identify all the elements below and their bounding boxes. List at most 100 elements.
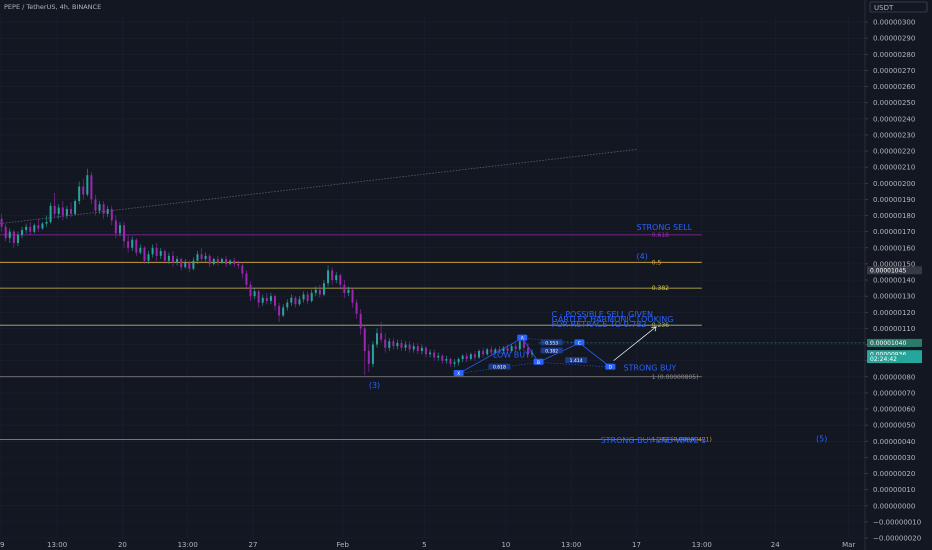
candle-body-49 xyxy=(200,254,203,260)
candle-body-92 xyxy=(376,333,379,345)
price-axis[interactable]: 0.00000300 0.00000290 0.00000280 0.00000270… xyxy=(865,19,921,543)
y-tick-label-24: 0.00000060 xyxy=(873,406,915,414)
candle-body-9 xyxy=(37,225,40,229)
annotation-0: STRONG SELL xyxy=(637,223,693,232)
candle-body-69 xyxy=(282,307,285,316)
candle-body-128 xyxy=(522,341,525,348)
currency-button[interactable]: USDT xyxy=(869,1,928,13)
x-tick-label-10: 13:00 xyxy=(692,541,712,549)
candle-body-119 xyxy=(486,349,489,355)
fib-retracement[interactable]: 0.618 0.5 0.382 0.236 1 (0.00000805) 1.272 (0… xyxy=(0,232,712,444)
candle-body-2 xyxy=(8,231,11,239)
candle-body-16 xyxy=(65,209,68,216)
y-tick-label-30: 0.00000000 xyxy=(873,502,915,510)
candle-body-87 xyxy=(355,302,358,314)
x-tick-label-2: 20 xyxy=(118,541,127,549)
candle-body-112 xyxy=(457,359,460,363)
candle-body-8 xyxy=(33,225,36,232)
candle-body-38 xyxy=(155,247,158,256)
candle-body-124 xyxy=(506,347,509,351)
candle-body-10 xyxy=(41,223,44,229)
harmonic-point-label-d: D xyxy=(609,365,613,371)
candle-body-35 xyxy=(143,247,146,261)
harmonic-point-d[interactable]: D xyxy=(605,363,616,371)
candle-body-31 xyxy=(127,241,130,248)
candle-body-97 xyxy=(396,342,399,347)
price-badge-box-1 xyxy=(867,338,922,347)
x-tick-label-1: 13:00 xyxy=(47,541,67,549)
candle-body-51 xyxy=(208,255,211,264)
candle-body-104 xyxy=(424,347,427,355)
price-badge-text-0: 0.00001045 xyxy=(870,268,906,275)
harmonic-ratio-label-2: 0.553 xyxy=(545,340,558,346)
time-axis[interactable]: 19 13:00 20 13:00 27 Feb 5 10 13:00 17 13:00 24 Mar xyxy=(0,541,855,549)
candle-body-5 xyxy=(21,230,24,235)
candle-body-23 xyxy=(94,199,97,211)
y-tick-label-10: 0.00000200 xyxy=(873,180,915,188)
harmonic-ratio-0: 0.618 xyxy=(488,363,511,371)
candle-body-108 xyxy=(441,355,444,361)
candle-body-78 xyxy=(318,289,321,295)
candle-body-79 xyxy=(322,283,325,295)
harmonic-point-a[interactable]: A xyxy=(517,334,528,342)
price-badge-3: 02:24:42 xyxy=(867,355,922,363)
x-tick-label-0: 19 xyxy=(0,541,4,549)
candle-body-98 xyxy=(400,342,403,348)
y-tick-label-11: 0.00000190 xyxy=(873,196,915,204)
candle-body-62 xyxy=(253,291,256,297)
x-tick-label-11: 24 xyxy=(771,541,780,549)
trendline[interactable] xyxy=(0,149,637,224)
candle-body-65 xyxy=(265,297,268,301)
candle-body-122 xyxy=(498,349,501,351)
harmonic-point-label-a: A xyxy=(521,336,525,342)
y-tick-label-29: 0.00000010 xyxy=(873,486,915,494)
trendline-layer[interactable] xyxy=(0,149,637,224)
candle-body-32 xyxy=(131,239,134,248)
harmonic-point-c[interactable]: C xyxy=(574,339,585,346)
harmonic-pattern[interactable]: X A B C D 0.618 1.414 0.553 0.382 xyxy=(453,326,657,377)
candle-body-14 xyxy=(57,207,60,214)
annotation-2: GARTLEY HARMONIC LOOKING xyxy=(552,315,674,324)
harmonic-ratio-3: 0.382 xyxy=(540,347,563,354)
candle-body-89 xyxy=(363,328,366,351)
candle-body-74 xyxy=(302,294,305,300)
candle-body-101 xyxy=(412,346,415,350)
candle-body-81 xyxy=(331,270,334,281)
harmonic-point-x[interactable]: X xyxy=(453,370,464,377)
harmonic-point-label-c: C xyxy=(578,340,581,346)
candle-body-73 xyxy=(298,299,301,305)
fib-label-0.5: 0.5 xyxy=(652,259,662,266)
harmonic-ratio-box-0 xyxy=(488,363,511,370)
annotations: STRONG SELL C - POSSIBLE SELL GIVENGARTLE… xyxy=(369,223,828,445)
candle-body-17 xyxy=(69,209,72,214)
candle-body-68 xyxy=(278,305,281,316)
y-tick-label-27: 0.00000030 xyxy=(873,454,915,462)
candle-body-26 xyxy=(106,209,109,214)
y-tick-label-18: 0.00000120 xyxy=(873,309,915,317)
candle-body-45 xyxy=(184,262,187,268)
y-tick-label-0: 0.00000300 xyxy=(873,19,915,27)
candle-body-130 xyxy=(531,352,534,355)
candle-body-57 xyxy=(233,260,236,264)
candle-body-12 xyxy=(49,205,52,222)
y-tick-label-8: 0.00000220 xyxy=(873,148,915,156)
chart-title: PEPE / TetherUS, 4h, BINANCE xyxy=(4,3,101,11)
candle-body-0 xyxy=(0,218,3,227)
candle-body-59 xyxy=(241,265,244,274)
annotation-1: C - POSSIBLE SELL GIVEN xyxy=(552,310,653,319)
candle-body-114 xyxy=(465,355,468,360)
candle-body-125 xyxy=(510,346,513,351)
candle-body-56 xyxy=(229,260,232,264)
candle-body-100 xyxy=(408,344,411,350)
candle-body-50 xyxy=(204,255,207,260)
candle-body-36 xyxy=(147,254,150,261)
candle-body-22 xyxy=(90,175,93,200)
candle-body-20 xyxy=(82,186,85,195)
harmonic-point-box-a xyxy=(517,334,528,341)
candle-body-75 xyxy=(306,294,309,301)
candle-body-82 xyxy=(335,275,338,281)
candle-body-115 xyxy=(469,354,472,360)
harmonic-point-b[interactable]: B xyxy=(533,358,544,366)
candle-body-53 xyxy=(216,259,219,263)
